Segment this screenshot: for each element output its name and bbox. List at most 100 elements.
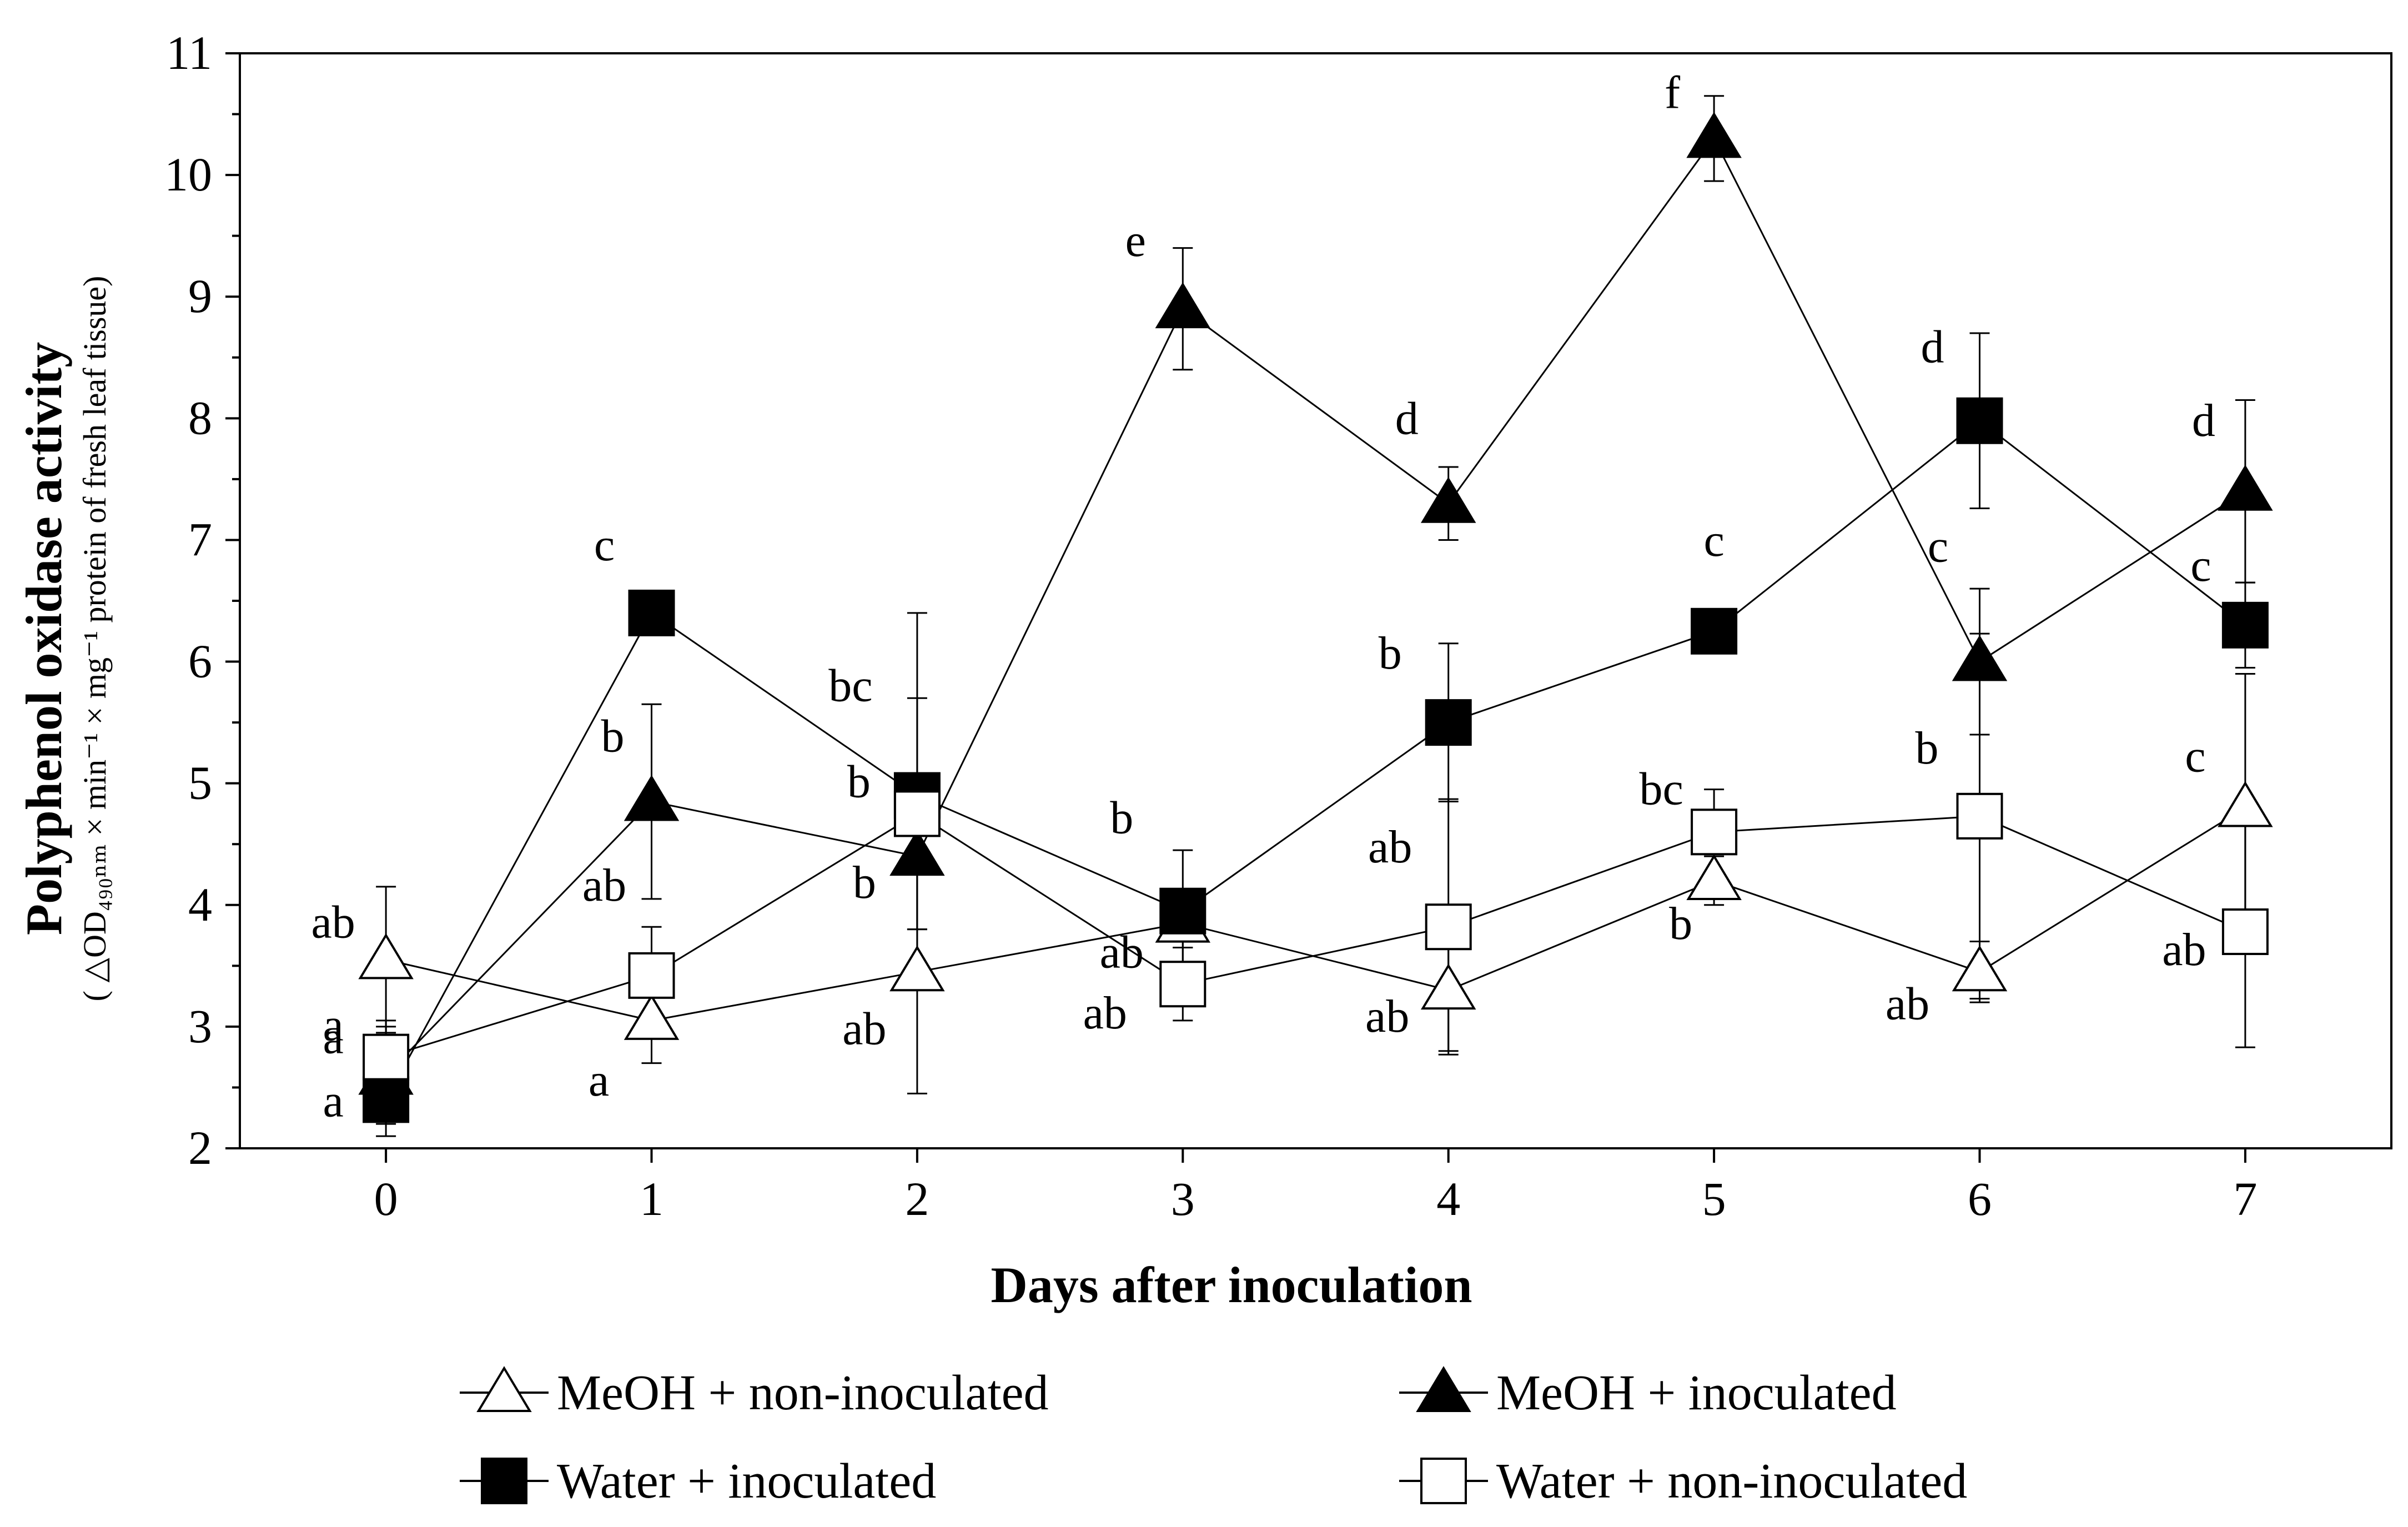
marker-group [358, 112, 2273, 1095]
data-point [1425, 903, 1472, 951]
legend-item: Water + non-inoculated [1399, 1454, 1967, 1509]
significance-labels: abaabababbabcabbedfcdacbcbbcdcaabbababbc… [311, 67, 2215, 1127]
data-point [2218, 464, 2273, 511]
data-point [628, 589, 675, 636]
y-tick-label: 5 [188, 756, 212, 810]
data-point [628, 952, 675, 999]
y-tick-label: 10 [164, 148, 212, 201]
significance-label: c [594, 519, 615, 571]
significance-label: e [1125, 215, 1146, 267]
data-point [1952, 635, 2008, 681]
data-point [1159, 961, 1206, 1008]
series-line-group [385, 419, 2246, 1101]
data-point [1425, 699, 1472, 746]
data-point [624, 994, 680, 1040]
significance-label: b [1669, 898, 1692, 950]
significance-label: ab [582, 860, 626, 911]
x-tick-label: 7 [2233, 1172, 2257, 1225]
significance-label: b [1379, 627, 1402, 679]
series-line [385, 807, 2246, 1022]
significance-label: c [2185, 730, 2205, 782]
significance-label: ab [1368, 821, 1412, 873]
significance-label: bc [828, 660, 872, 712]
y-tick-label: 4 [188, 878, 212, 931]
significance-label: a [323, 1012, 343, 1064]
x-axis-title: Days after inoculation [991, 1257, 1472, 1313]
legend: MeOH + non-inoculated MeOH + inoculated Wa… [460, 1365, 1967, 1509]
y-axis-subtitle: ( △OD₄₉₀ₙₘ × min⁻¹ × mg⁻¹ protein of fre… [77, 276, 113, 1002]
data-point [1420, 476, 1476, 523]
legend-item: Water + inoculated [460, 1454, 936, 1509]
data-point [1155, 282, 1211, 329]
y-tick-label: 11 [166, 26, 212, 79]
legend-item: MeOH + inoculated [1399, 1365, 1897, 1420]
x-tick-label: 6 [1968, 1172, 1992, 1225]
legend-marker [1420, 1458, 1467, 1504]
data-point [624, 775, 680, 821]
x-axis: 0 1 2 3 4 5 6 7 [374, 1148, 2257, 1225]
significance-label: b [847, 756, 871, 807]
series-line-group [385, 137, 2246, 1076]
y-tick-label: 3 [188, 999, 212, 1053]
data-point [2221, 601, 2269, 649]
significance-label: d [1395, 393, 1419, 445]
legend-item: MeOH + non-inoculated [460, 1365, 1049, 1420]
y-tick-label: 7 [188, 513, 212, 566]
significance-label: ab [842, 1003, 886, 1054]
data-point [893, 790, 941, 837]
x-tick-label: 5 [1702, 1172, 1726, 1225]
legend-marker [1416, 1366, 1471, 1412]
data-point [1686, 112, 1742, 158]
x-tick-label: 0 [374, 1172, 398, 1225]
significance-label: b [1110, 792, 1133, 844]
data-point [358, 933, 414, 980]
data-point [1691, 607, 1738, 655]
y-axis: 2 3 4 5 6 7 8 9 10 11 [164, 26, 240, 1174]
marker-group [363, 397, 2269, 1123]
legend-label: MeOH + inoculated [1496, 1365, 1897, 1420]
data-point [363, 1033, 410, 1081]
significance-label: ab [1100, 927, 1144, 978]
series-layer [358, 95, 2273, 1137]
x-tick-label: 2 [905, 1172, 929, 1225]
y-tick-label: 6 [188, 635, 212, 688]
data-point [363, 1076, 410, 1123]
legend-label: Water + inoculated [557, 1454, 936, 1509]
data-point [1159, 887, 1206, 935]
significance-label: ab [1886, 978, 1929, 1029]
significance-label: c [1703, 515, 1724, 566]
significance-label: ab [1083, 987, 1127, 1039]
significance-label: b [1915, 722, 1938, 774]
data-point [1420, 963, 1476, 1010]
significance-label: d [1921, 322, 1944, 373]
data-point [1956, 397, 2003, 444]
series-line [385, 137, 2246, 1076]
data-point [1952, 945, 2008, 992]
significance-label: f [1665, 67, 1680, 118]
significance-label: a [589, 1054, 609, 1106]
legend-marker [476, 1366, 532, 1412]
y-axis-title-group: Polyphenol oxidase activity [16, 342, 72, 935]
legend-label: MeOH + non-inoculated [557, 1365, 1049, 1420]
series-line-group [385, 812, 2246, 1058]
y-tick-label: 9 [188, 269, 212, 323]
significance-label: a [323, 1075, 343, 1127]
y-axis-title: Polyphenol oxidase activity [16, 342, 72, 935]
significance-label: ab [2162, 924, 2206, 976]
data-point [1956, 792, 2003, 840]
significance-label: c [1928, 521, 1948, 572]
marker-group [363, 790, 2269, 1081]
data-point [2218, 781, 2273, 827]
significance-label: c [2190, 540, 2211, 591]
data-point [2221, 908, 2269, 955]
significance-label: a [323, 999, 343, 1051]
significance-label: bc [1639, 763, 1683, 815]
data-point [889, 945, 945, 992]
y-tick-label: 8 [188, 391, 212, 444]
legend-label: Water + non-inoculated [1496, 1454, 1967, 1509]
data-point [1686, 854, 1742, 900]
significance-label: ab [1365, 991, 1409, 1042]
y-axis-subtitle-group: ( △OD₄₉₀ₙₘ × min⁻¹ × mg⁻¹ protein of fre… [77, 276, 113, 1002]
